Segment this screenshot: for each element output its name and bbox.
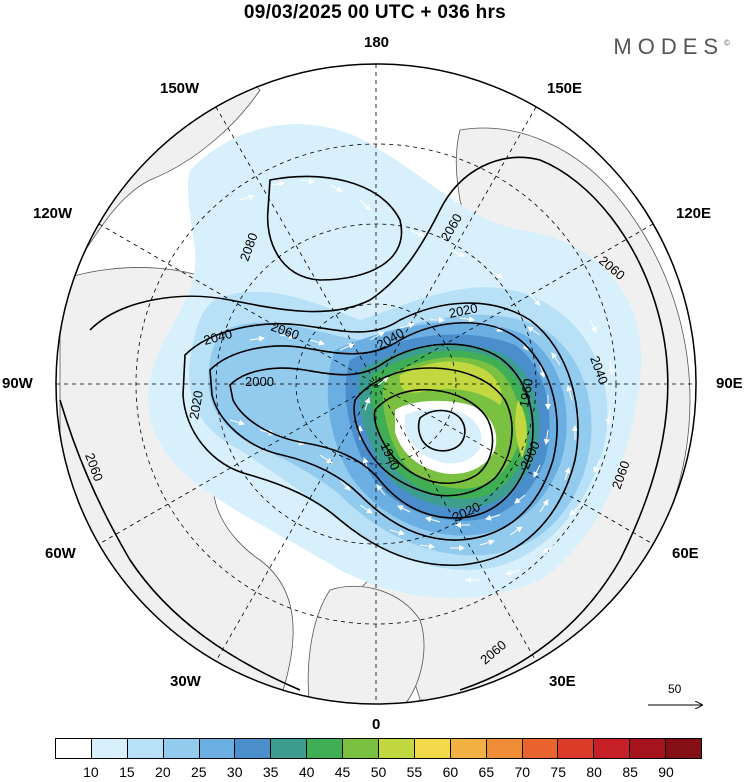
brand-logo: MODES© (613, 34, 730, 60)
colorbar-tick-label: 85 (622, 764, 638, 780)
colorbar-tick-label: 35 (262, 764, 279, 780)
colorbar-swatch (163, 739, 200, 758)
colorbar-swatch (91, 739, 128, 758)
longitude-label-30e: 30E (549, 673, 576, 690)
colorbar-swatch (522, 739, 559, 758)
colorbar-swatch (450, 739, 487, 758)
colorbar-swatch (271, 739, 308, 758)
colorbar-tick-label: 45 (334, 764, 351, 780)
colorbar-swatch (307, 739, 344, 758)
map-border (55, 63, 697, 705)
colorbar-tick-label: 55 (406, 764, 423, 780)
colorbar-swatch (199, 739, 236, 758)
longitude-label-left: 90W (2, 375, 33, 392)
colorbar-swatch (127, 739, 164, 758)
polar-map: 2080 2060 2060 2060 2040 2040 2020 2020 … (55, 63, 750, 735)
colorbar-tick-label: 20 (155, 764, 171, 780)
contour-label: 2040 (202, 326, 234, 348)
copyright-mark: © (724, 38, 730, 48)
longitude-label-120w: 120W (33, 205, 73, 222)
longitude-label-150e: 150E (547, 80, 583, 97)
colorbar-swatch (486, 739, 523, 758)
colorbar-tick-label: 75 (550, 764, 567, 780)
longitude-label-right: 90E (716, 375, 743, 392)
map-fill (56, 64, 696, 704)
longitude-label-60w: 60W (45, 545, 76, 562)
colorbar-tick-label: 40 (298, 764, 315, 780)
colorbar-swatch (343, 739, 380, 758)
colorbar-swatch (594, 739, 631, 758)
colorbar-tick-label: 25 (190, 764, 207, 780)
longitude-label-bottom: 0 (372, 716, 381, 733)
longitude-label-top: 180 (364, 34, 390, 51)
colorbar-swatch (235, 739, 272, 758)
map-title: 09/03/2025 00 UTC + 036 hrs (243, 2, 507, 23)
colorbar-tick-label: 10 (83, 764, 99, 780)
colorbar-swatch (379, 739, 415, 758)
contour-label: 2020 (448, 300, 479, 321)
colorbar-tick-label: 30 (226, 764, 243, 780)
colorbar-swatch (630, 739, 667, 758)
colorbar-swatch (666, 739, 702, 758)
longitude-label-30w: 30W (170, 673, 201, 690)
colorbar-swatch (414, 739, 451, 758)
colorbar-tick-label: 80 (586, 764, 602, 780)
colorbar-swatch (56, 739, 92, 758)
contour-label: 1960 (516, 377, 536, 408)
colorbar-tick-label: 50 (370, 764, 387, 780)
reference-vector-label: 50 (668, 682, 682, 696)
brand-name: MODES (613, 34, 725, 59)
longitude-label-120e: 120E (676, 205, 712, 222)
contour-label: 2000 (245, 374, 274, 389)
colorbar-tick-label: 65 (478, 764, 495, 780)
wind-vectors (229, 178, 615, 583)
colorbar-tick-label: 15 (119, 764, 135, 780)
colorbar-tick-label: 70 (514, 764, 531, 780)
contour-label: 2020 (186, 389, 206, 420)
longitude-label-150w: 150W (160, 80, 200, 97)
colorbar-tick-label: 60 (442, 764, 459, 780)
longitude-label-60e: 60E (672, 545, 699, 562)
colorbar-tick-label: 90 (658, 764, 674, 780)
colorbar (55, 738, 702, 759)
colorbar-swatch (558, 739, 595, 758)
height-contours (59, 156, 669, 691)
